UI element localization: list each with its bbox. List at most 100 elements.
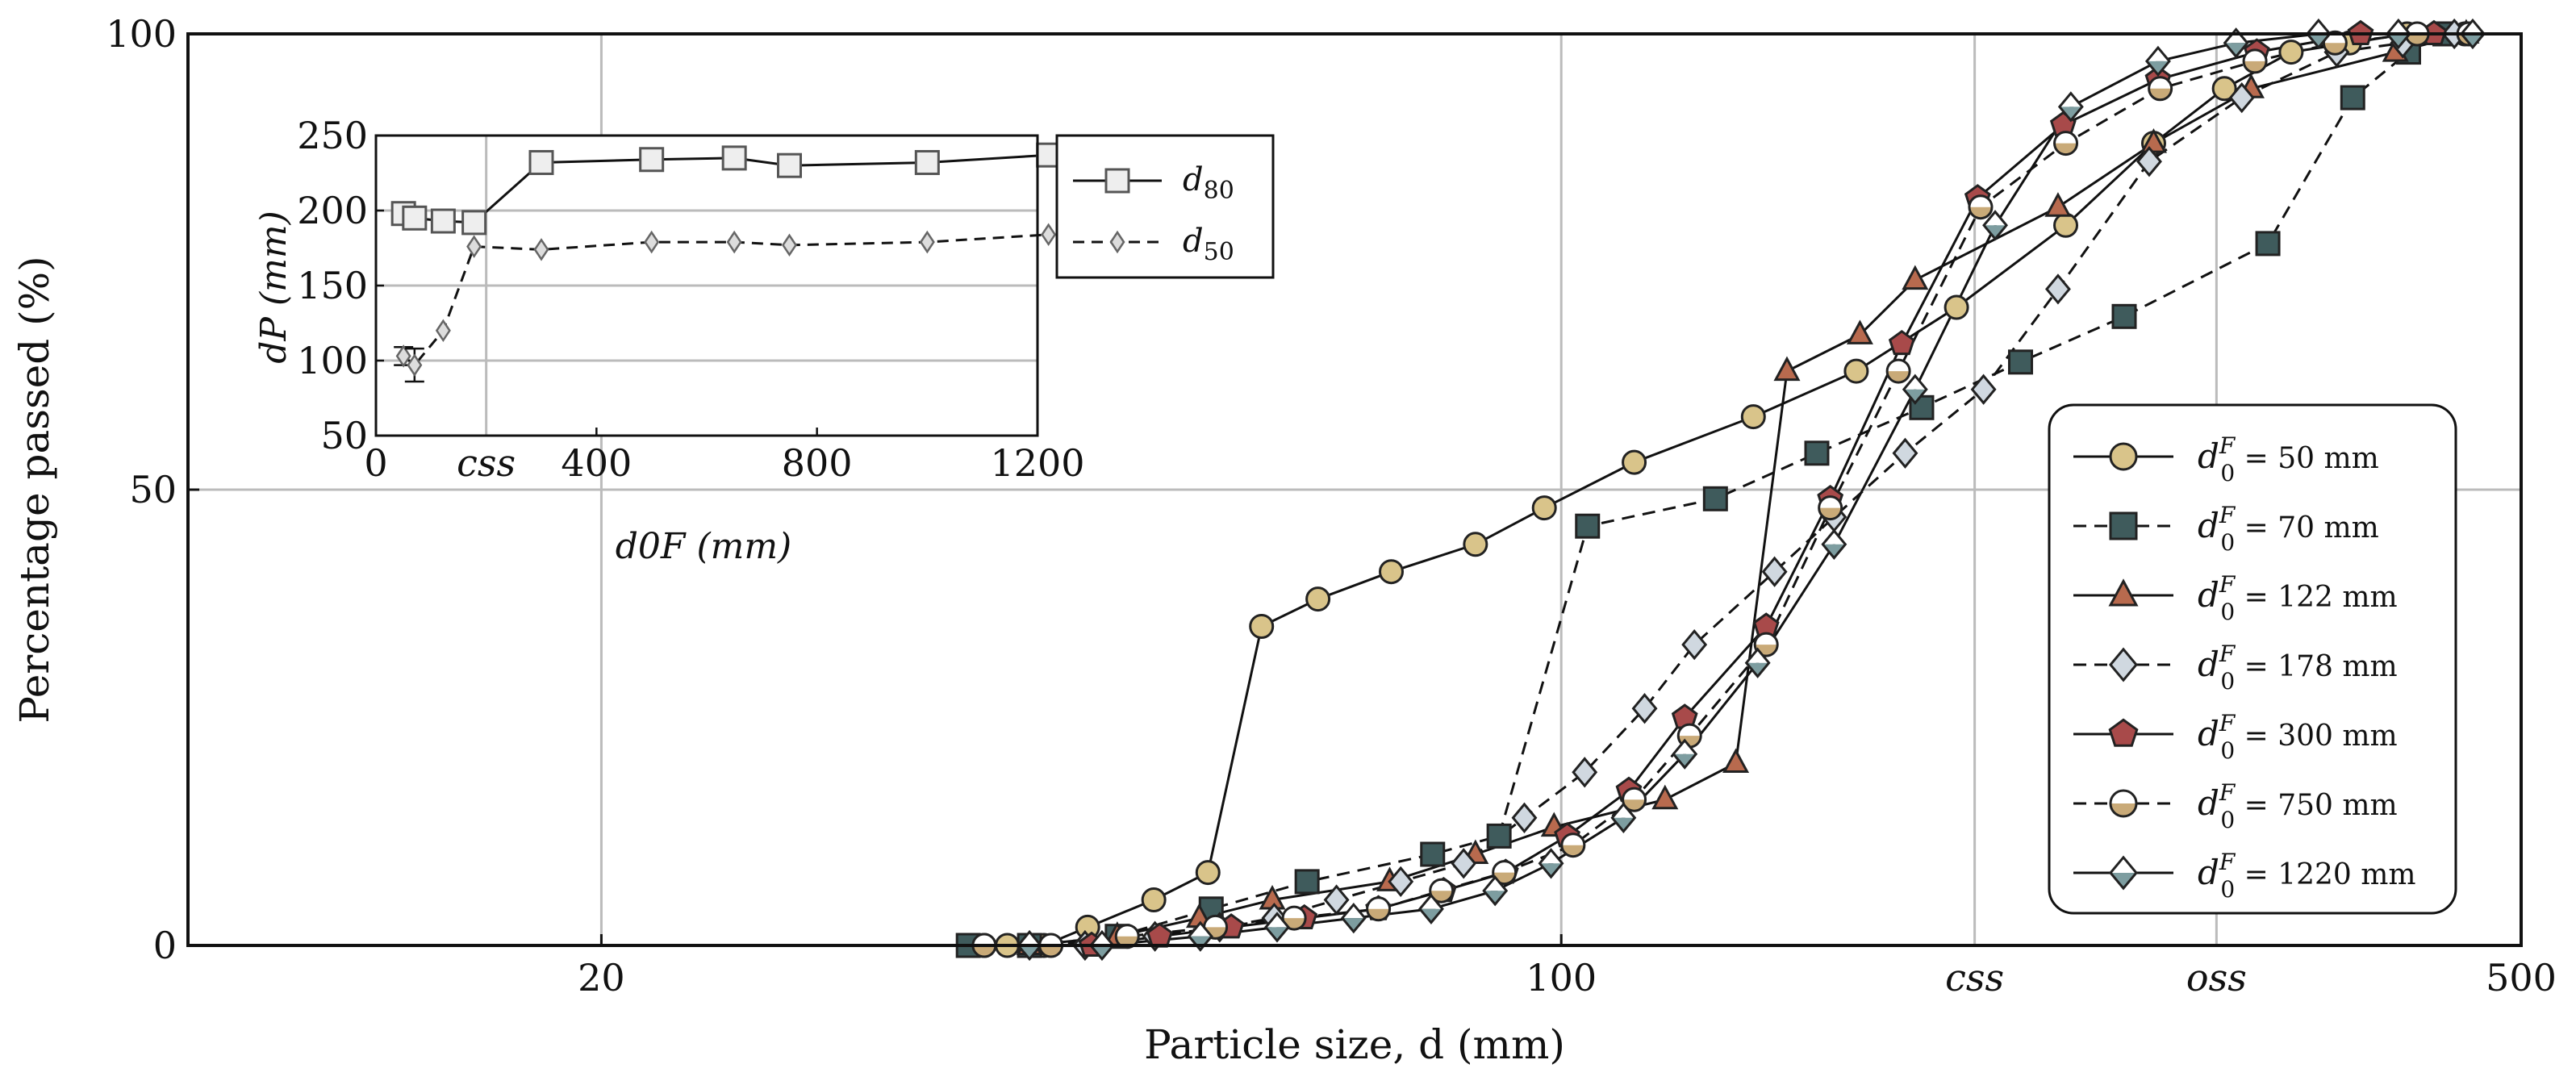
series-6-point-top bbox=[1673, 740, 1697, 754]
series-6-point-bottom bbox=[2146, 61, 2169, 75]
inset-d80-point bbox=[461, 210, 487, 236]
series-5-point-outline bbox=[2053, 131, 2079, 156]
main-x-tick-label: 100 bbox=[1526, 956, 1597, 999]
inset-legend-label-1: d50 bbox=[1183, 223, 1234, 266]
legend-label-0: dF 0 = 50 mm bbox=[2198, 432, 2379, 486]
inset-y-tick-label: 100 bbox=[297, 339, 368, 382]
series-6-point-top bbox=[1188, 922, 1212, 937]
inset-d50-point bbox=[407, 353, 423, 377]
series-6-point bbox=[1672, 738, 1698, 770]
series-6-point-bottom bbox=[2059, 106, 2082, 121]
y-axis-label: Percentage passed (%) bbox=[11, 256, 58, 723]
inset-series-line-0 bbox=[403, 153, 1049, 224]
series-6-point-bottom bbox=[1984, 225, 2007, 240]
series-3-point bbox=[2228, 81, 2255, 114]
series-6-point bbox=[1982, 210, 2009, 241]
series-1-point bbox=[1804, 440, 1830, 466]
legend-marker-1 bbox=[2109, 511, 2138, 540]
series-5-point bbox=[1281, 905, 1307, 931]
series-6-point bbox=[2460, 18, 2486, 50]
series-3-point bbox=[1681, 628, 1708, 661]
series-1-point bbox=[1420, 841, 1446, 867]
series-6-point-top bbox=[2461, 20, 2484, 34]
series-6-point-bottom bbox=[1090, 945, 1113, 959]
series-6-point-top bbox=[1342, 904, 1365, 919]
series-6-point-bottom bbox=[1673, 753, 1697, 768]
legend-label-2: dF 0 = 122 mm bbox=[2198, 571, 2398, 625]
inset-d80-point bbox=[639, 147, 665, 173]
inset-y-tick-label: 150 bbox=[297, 264, 368, 307]
series-5-point-outline bbox=[1429, 878, 1455, 903]
series-5-point-outline bbox=[1818, 495, 1843, 521]
main-x-tick-label: 500 bbox=[2486, 956, 2557, 999]
inset-x-tick-label: 1200 bbox=[990, 441, 1084, 485]
inset-y-axis-label: dP (mm) bbox=[253, 211, 294, 364]
series-6-point-outline bbox=[1610, 802, 1637, 833]
series-0-point bbox=[1305, 586, 1331, 612]
series-0-point bbox=[1531, 495, 1557, 521]
series-2-point bbox=[1902, 265, 1929, 290]
series-6-point-top bbox=[1612, 804, 1635, 818]
series-0-point bbox=[2053, 212, 2079, 238]
inset-y-tick-label: 250 bbox=[297, 114, 368, 157]
series-6-point-top bbox=[1484, 877, 1507, 891]
series-6-point-top bbox=[2307, 20, 2330, 34]
inset-d50-point bbox=[435, 319, 451, 343]
series-6-point-bottom bbox=[2224, 43, 2248, 57]
series-6-point-outline bbox=[2460, 18, 2486, 50]
series-5-point-outline bbox=[1622, 787, 1647, 812]
inset-x-tick-label: 800 bbox=[782, 441, 853, 485]
series-2-point bbox=[1846, 319, 1873, 344]
series-6-point-outline bbox=[1902, 373, 1928, 405]
main-y-tick-label: 100 bbox=[106, 12, 177, 56]
series-6-point bbox=[1902, 373, 1928, 405]
series-6-point-bottom bbox=[1539, 863, 1563, 878]
series-1-point bbox=[1575, 513, 1601, 539]
legend-label-5: dF 0 = 750 mm bbox=[2198, 779, 2398, 833]
main-legend: dF 0 = 50 mm dF 0 = 70 mm dF 0 = 122 mm dF 0 = … bbox=[2048, 403, 2457, 915]
series-3-point bbox=[1323, 884, 1350, 916]
series-6-point-top bbox=[1539, 849, 1563, 864]
series-0-point bbox=[1379, 559, 1405, 585]
series-6-point bbox=[1017, 929, 1043, 962]
series-6-point-top bbox=[1266, 913, 1289, 928]
series-6-point bbox=[1538, 848, 1564, 879]
main-legend-box bbox=[2048, 403, 2457, 915]
series-6-point-top bbox=[1746, 649, 1769, 663]
series-1-point bbox=[2255, 231, 2281, 257]
series-3-point bbox=[2136, 146, 2162, 177]
main-y-tick-label: 0 bbox=[153, 924, 177, 967]
inset-d50-point bbox=[1041, 223, 1057, 247]
main-series bbox=[955, 18, 2486, 962]
series-6-point bbox=[2144, 45, 2171, 77]
series-6-point-top bbox=[1903, 375, 1927, 390]
series-6-point-bottom bbox=[1342, 918, 1365, 932]
inset-d50-point bbox=[644, 230, 660, 254]
series-2-point bbox=[2044, 192, 2072, 217]
inset-d50-point bbox=[395, 344, 411, 368]
series-6-point bbox=[1187, 920, 1213, 952]
series-0-point bbox=[2278, 40, 2304, 65]
series-0-point bbox=[2211, 76, 2237, 102]
series-5-point bbox=[1885, 358, 1911, 384]
legend-marker-5-outline bbox=[2109, 789, 2138, 818]
main-x-tick-label: 20 bbox=[578, 956, 625, 999]
series-5-point bbox=[2322, 30, 2348, 56]
series-3-point bbox=[1892, 437, 1918, 469]
series-6-point-bottom bbox=[1484, 891, 1507, 904]
series-6-point-outline bbox=[1417, 893, 1444, 924]
series-6-point bbox=[2223, 27, 2249, 59]
main-annotation-css: css bbox=[1945, 956, 2004, 999]
series-6-point bbox=[1482, 875, 1509, 907]
legend-marker-6 bbox=[2109, 855, 2138, 891]
series-0-point bbox=[1249, 614, 1275, 639]
legend-marker-4 bbox=[2108, 718, 2139, 747]
series-6-point-outline bbox=[1672, 738, 1698, 770]
series-6-point-outline bbox=[1482, 875, 1509, 907]
series-5-point-outline bbox=[2148, 76, 2173, 102]
series-6-point bbox=[2385, 18, 2411, 50]
series-6-point-outline bbox=[2305, 18, 2332, 50]
series-6-point bbox=[1610, 802, 1637, 833]
series-5-point-outline bbox=[1753, 632, 1779, 657]
